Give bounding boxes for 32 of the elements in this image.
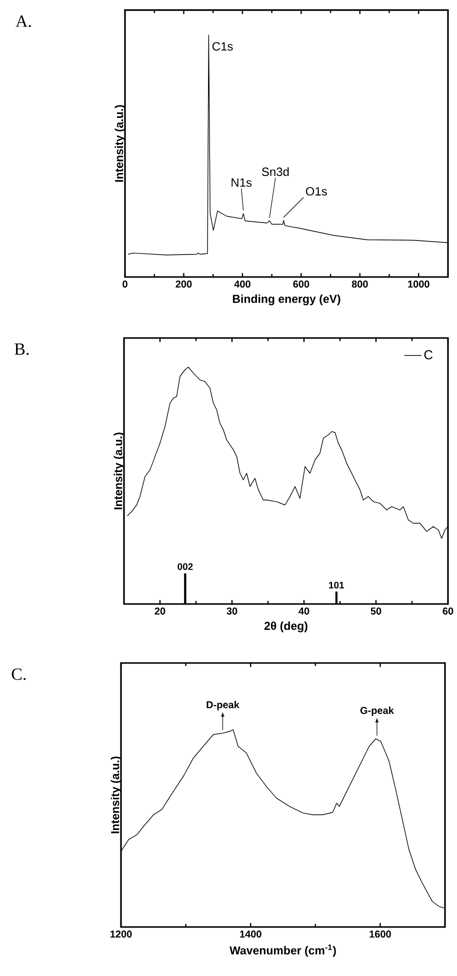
x-tick-label: 1400 [240, 930, 262, 938]
annotation: Sn3d [262, 167, 289, 176]
annotation: O1s [306, 187, 327, 196]
x-tick-label: 200 [176, 280, 192, 288]
x-axis-title: Binding energy (eV) [232, 294, 340, 306]
annotation: 101 [329, 582, 344, 588]
annotation: C1s [212, 42, 233, 51]
x-tick-label: 1600 [370, 930, 391, 938]
x-tick-label: 30 [226, 608, 238, 615]
x-tick-label: 400 [234, 280, 250, 288]
annotation: 002 [178, 563, 193, 570]
x-tick-label: 60 [442, 608, 454, 615]
x-axis-title: 2θ (deg) [264, 622, 308, 632]
x-tick-label: 50 [370, 608, 382, 615]
annotation: G-peak [360, 706, 394, 716]
chart-title: C. [12, 668, 26, 680]
x-tick-label: 600 [293, 280, 310, 288]
chart-title: A. [16, 16, 31, 28]
x-tick-label: 1200 [110, 930, 132, 938]
x-tick-label: 40 [298, 608, 310, 615]
chart-title: B. [14, 344, 29, 355]
x-tick-label: 1000 [408, 280, 430, 288]
y-axis-title: Intensity (a.u.) [110, 756, 122, 834]
x-tick-label: 20 [154, 608, 166, 615]
x-tick-label: 800 [352, 280, 368, 288]
y-axis-title: Intensity (a.u.) [114, 432, 124, 510]
x-axis-title: Wavenumber (cm$^{-1}$) [230, 944, 336, 957]
x-tick-label: 0 [122, 280, 128, 288]
legend-label: C [424, 350, 433, 360]
annotation: D-peak [206, 700, 240, 710]
annotation: N1s [232, 178, 252, 187]
y-axis-title: Intensity (a.u.) [114, 105, 126, 182]
